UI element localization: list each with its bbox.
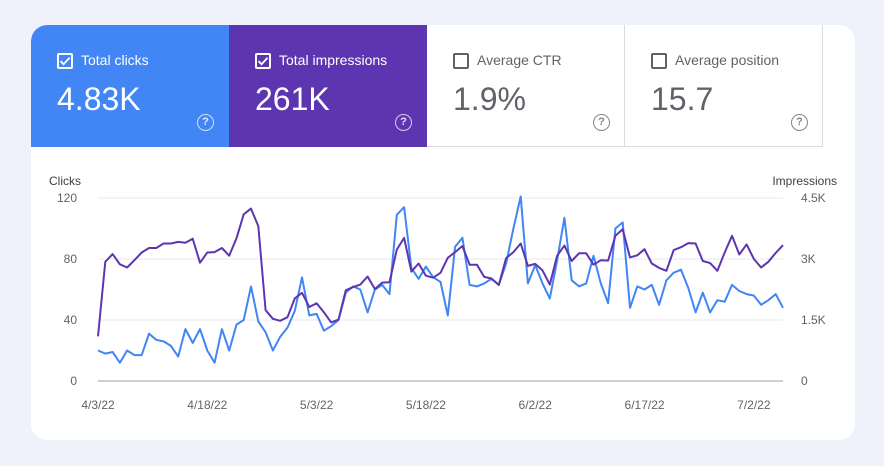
y-left-tick-label: 120 bbox=[57, 191, 77, 205]
clicks-value: 4.83K bbox=[57, 81, 141, 117]
metric-tile-clicks[interactable]: Total clicks 4.83K ? bbox=[31, 25, 229, 147]
checkmark-icon bbox=[257, 57, 269, 66]
y-left-tick-label: 40 bbox=[64, 313, 78, 327]
position-label: Average position bbox=[675, 52, 780, 68]
ctr-checkbox[interactable] bbox=[453, 53, 469, 69]
help-icon[interactable]: ? bbox=[791, 114, 808, 131]
y-right-tick-label: 1.5K bbox=[801, 313, 826, 327]
y-left-tick-label: 0 bbox=[70, 374, 77, 388]
metric-tile-position[interactable]: Average position 15.7 ? bbox=[625, 25, 823, 147]
clicks-label: Total clicks bbox=[81, 52, 149, 68]
y-right-tick-label: 3K bbox=[801, 252, 816, 266]
metric-tile-ctr[interactable]: Average CTR 1.9% ? bbox=[427, 25, 625, 147]
y-left-ticks: 0 40 80 120 bbox=[57, 191, 77, 388]
x-ticks: 4/3/22 4/18/22 5/3/22 5/18/22 6/2/22 6/17/22 7… bbox=[81, 398, 771, 412]
impressions-checkbox[interactable] bbox=[255, 53, 271, 69]
x-tick-label: 5/3/22 bbox=[300, 398, 334, 412]
y-right-tick-label: 0 bbox=[801, 374, 808, 388]
impressions-line bbox=[97, 207, 784, 337]
x-tick-label: 6/2/22 bbox=[519, 398, 553, 412]
x-tick-label: 4/18/22 bbox=[187, 398, 227, 412]
y-left-tick-label: 80 bbox=[64, 252, 78, 266]
series-lines bbox=[97, 195, 784, 364]
checkmark-icon bbox=[59, 57, 71, 66]
help-icon[interactable]: ? bbox=[593, 114, 610, 131]
y-left-title: Clicks bbox=[49, 174, 81, 188]
y-right-tick-label: 4.5K bbox=[801, 191, 826, 205]
x-tick-label: 6/17/22 bbox=[625, 398, 665, 412]
help-icon[interactable]: ? bbox=[197, 114, 214, 131]
y-right-ticks: 0 1.5K 3K 4.5K bbox=[801, 191, 826, 388]
metric-tiles: Total clicks 4.83K ? Total impressions 2… bbox=[31, 25, 855, 147]
impressions-value: 261K bbox=[255, 81, 330, 117]
x-tick-label: 7/2/22 bbox=[737, 398, 771, 412]
ctr-label: Average CTR bbox=[477, 52, 562, 68]
clicks-checkbox[interactable] bbox=[57, 53, 73, 69]
x-tick-label: 5/18/22 bbox=[406, 398, 446, 412]
clicks-line bbox=[97, 195, 784, 364]
y-right-title: Impressions bbox=[772, 174, 837, 188]
help-icon[interactable]: ? bbox=[395, 114, 412, 131]
position-checkbox[interactable] bbox=[651, 53, 667, 69]
ctr-value: 1.9% bbox=[453, 81, 526, 117]
impressions-label: Total impressions bbox=[279, 52, 388, 68]
performance-card: Clicks Impressions 0 40 80 120 0 1.5K 3K 4.5K … bbox=[31, 25, 855, 440]
x-tick-label: 4/3/22 bbox=[81, 398, 115, 412]
chart-grid bbox=[98, 197, 783, 382]
position-value: 15.7 bbox=[651, 81, 714, 117]
metric-tile-impressions[interactable]: Total impressions 261K ? bbox=[229, 25, 427, 147]
